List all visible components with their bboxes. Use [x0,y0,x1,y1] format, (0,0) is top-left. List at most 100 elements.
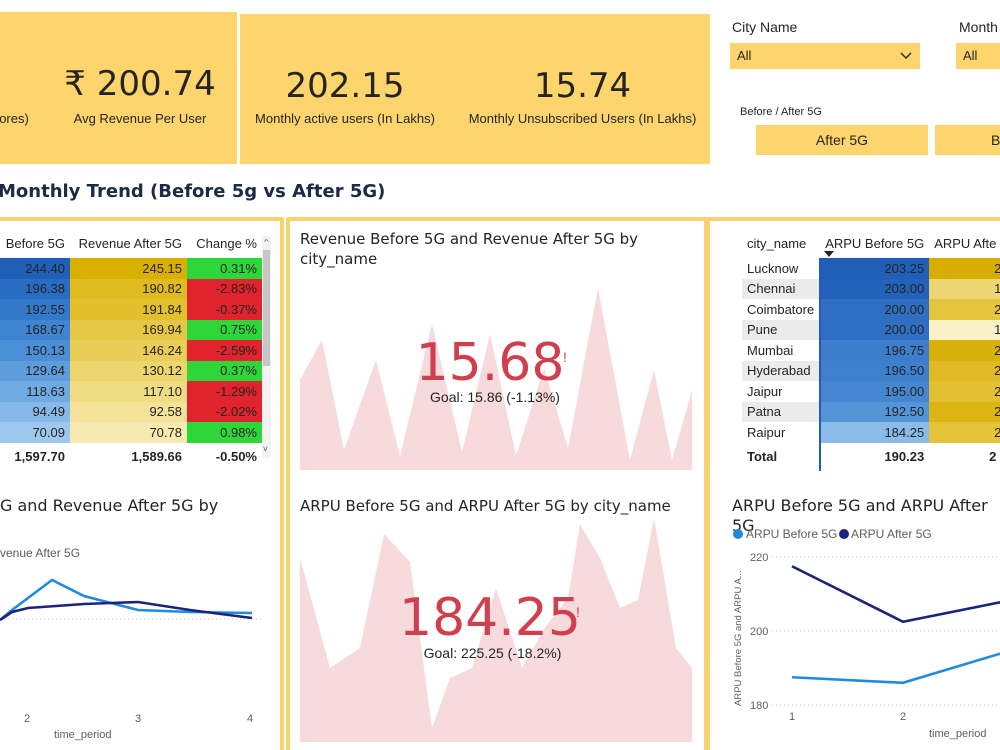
arpu-ytick: 220 [750,552,768,564]
revenue-kpi-goal: Goal: 15.86 (-1.13%) [430,389,560,405]
month-slicer-title: Month [959,19,998,35]
revenue-table-scrollbar[interactable]: ^ v [262,236,271,458]
table-row[interactable]: 196.38 190.82 -2.83% [0,278,262,299]
arpu-plot-area: 220200180123 [750,552,1000,723]
arpu-series-line [791,652,1000,685]
city-slicer-title: City Name [732,19,798,35]
col-revenue-after-5g[interactable]: Revenue After 5G [78,235,182,251]
cell-arpu-before: 200.00 [820,299,930,320]
table-row[interactable]: Hyderabad 196.50 2 [742,360,1000,381]
cell-change: -2.83% [187,278,262,299]
cell-before: 70.09 [0,422,70,443]
table-row[interactable]: 129.64 130.12 0.37% [0,360,262,381]
scroll-down-icon[interactable]: v [263,444,268,453]
cell-arpu-after: 2 [929,258,1000,279]
before-5g-button[interactable]: Be [935,125,1000,155]
col-before-5g[interactable]: Before 5G [5,235,65,251]
arpu-xtick: 1 [789,711,795,723]
cell-before: 196.38 [0,278,70,299]
arpu-sparkline-area [300,518,692,742]
after-5g-button[interactable]: After 5G [756,125,928,155]
scroll-thumb[interactable] [263,250,270,366]
col-arpu-before-5g[interactable]: ARPU Before 5G [820,228,929,258]
cell-arpu-after: 2 [929,422,1000,443]
total-before: 1,597.70 [14,449,65,464]
cell-before: 192.55 [0,299,70,320]
table-row[interactable]: 94.49 92.58 -2.02% [0,401,262,422]
arpu-line-chart: ARPU Before 5G ARPU After 5G ARPU Before… [733,527,1000,740]
col-arpu-after-5g[interactable]: ARPU Afte [934,235,997,251]
arpu-ylabel: ARPU Before 5G and ARPU A... [733,570,744,706]
cell-change: 0.37% [187,360,262,381]
col-change-pct[interactable]: Change % [196,235,257,251]
scroll-up-icon[interactable]: ^ [263,238,270,247]
kpi-value-arpu: ₹ 200.74 [64,64,216,104]
revenue-series-dark [0,600,253,622]
table-row[interactable]: Jaipur 195.00 2 [742,381,1000,402]
left-panel-frame [0,217,284,750]
legend-arpu-before: ARPU Before 5G [746,527,837,541]
table-row[interactable]: Mumbai 196.75 2 [742,340,1000,361]
cell-city: Patna [742,401,822,422]
cell-after: 245.15 [70,258,187,279]
col-arpu-before-5g-label: ARPU Before 5G [825,235,925,251]
cell-arpu-before: 196.50 [820,360,930,381]
total-change: -0.50% [215,449,257,464]
revenue-xtick-2: 2 [24,713,30,725]
city-slicer-value: All [737,48,752,63]
cell-arpu-before: 203.00 [820,278,930,299]
right-panel-frame [706,217,1000,750]
revenue-table: Before 5G Revenue After 5G Change % 244.… [0,228,262,471]
cell-change: -1.29% [187,381,262,402]
arpu-kpi-value: 184.25 [399,588,581,648]
cell-arpu-before: 184.25 [820,422,930,443]
warning-icon: ! [563,349,567,365]
arpu-series-line [791,565,1000,624]
table-row[interactable]: 192.55 191.84 -0.37% [0,299,262,320]
revenue-xlabel: time_period [54,729,111,741]
table-row[interactable]: Patna 192.50 2 [742,401,1000,422]
cell-change: 0.98% [187,422,262,443]
cell-change: -0.37% [187,299,262,320]
arpu-table: city_name ARPU Before 5G ARPU Afte Luckn… [742,228,1000,471]
cell-before: 118.63 [0,381,70,402]
cell-change: 0.31% [187,258,262,279]
month-slicer-dropdown[interactable]: All [956,43,1000,69]
table-row[interactable]: Pune 200.00 1 [742,319,1000,340]
table-row[interactable]: Coimbatore 200.00 2 [742,299,1000,320]
kpi-label-arpu: Avg Revenue Per User [73,111,207,126]
arpu-xtick: 2 [900,711,906,723]
revenue-xtick-3: 3 [135,713,141,725]
table-row[interactable]: Lucknow 203.25 2 [742,258,1000,279]
table-row[interactable]: 70.09 70.78 0.98% [0,422,262,443]
revenue-xtick-4: 4 [247,713,253,725]
kpi-value-mau: 202.15 [285,66,405,106]
cell-after: 70.78 [70,422,187,443]
cell-city: Mumbai [742,340,822,361]
legend-marker-arpu-before [733,529,743,539]
table-row[interactable]: Chennai 203.00 1 [742,278,1000,299]
total-city: Total [742,442,822,471]
table-row[interactable]: 118.63 117.10 -1.29% [0,381,262,402]
total-row: Total 190.23 2 [742,442,1000,471]
col-city-name[interactable]: city_name [747,235,807,251]
revenue-kpi-title: Revenue Before 5G and Revenue After 5G b… [300,230,639,268]
cell-after: 92.58 [70,401,187,422]
total-after: 2 [989,449,997,464]
table-row[interactable]: 168.67 169.94 0.75% [0,319,262,340]
cell-arpu-after: 2 [929,381,1000,402]
city-slicer-dropdown[interactable]: All [730,43,920,69]
kpi-value-unsubscribed: 15.74 [533,66,632,106]
revenue-table-header: Before 5G Revenue After 5G Change % [0,228,262,258]
cell-after: 190.82 [70,278,187,299]
cell-after: 130.12 [70,360,187,381]
arpu-ytick: 180 [750,700,768,712]
table-row[interactable]: 244.40 245.15 0.31% [0,258,262,279]
cell-after: 146.24 [70,340,187,361]
cell-arpu-before: 203.25 [820,258,930,279]
table-row[interactable]: 150.13 146.24 -2.59% [0,340,262,361]
cell-change: -2.59% [187,340,262,361]
kpi-card-left [0,12,237,164]
table-row[interactable]: Raipur 184.25 2 [742,422,1000,443]
legend-marker-arpu-after [839,529,849,539]
